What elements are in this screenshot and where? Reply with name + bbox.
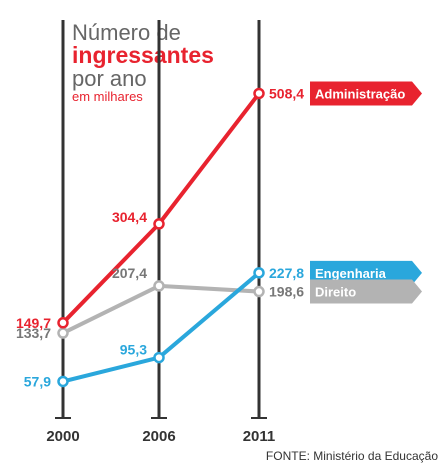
legend-tag — [310, 81, 422, 106]
data-label: 198,6 — [269, 284, 304, 300]
legend-tag — [310, 260, 422, 285]
chart-title-line1: Número de — [72, 20, 181, 45]
chart-subtitle: em milhares — [72, 89, 143, 104]
x-tick-label: 2006 — [142, 428, 175, 445]
data-point — [253, 87, 265, 100]
series-lines — [61, 92, 261, 384]
data-label: 207,4 — [112, 265, 147, 281]
chart-title-line3: por ano — [72, 66, 147, 91]
legend: Administração Engenharia Direito — [310, 81, 422, 304]
legend-label: Engenharia — [315, 266, 387, 281]
x-axis-ticks: 2000 2006 2011 — [46, 428, 275, 445]
data-label: 508,4 — [269, 85, 304, 101]
data-label: 227,8 — [269, 265, 304, 281]
data-point — [153, 218, 165, 230]
data-label: 304,4 — [112, 209, 147, 225]
data-point — [153, 280, 165, 292]
data-point — [253, 285, 265, 298]
data-point — [57, 327, 69, 339]
data-label: 95,3 — [120, 342, 147, 358]
data-label: 149,7 — [16, 315, 51, 331]
chart-title-line2: ingressantes — [72, 42, 214, 68]
x-tick-label: 2000 — [46, 428, 79, 445]
legend-tag — [310, 279, 422, 304]
data-label: 133,7 — [16, 325, 51, 341]
legend-label: Direito — [315, 285, 356, 300]
data-point — [57, 375, 69, 388]
x-tick-label: 2011 — [243, 428, 276, 445]
series-points — [57, 87, 265, 388]
data-labels: 149,7 304,4 508,4 57,9 95,3 227,8 133,7 207,4 19… — [16, 85, 304, 389]
source-note: FONTE: Ministério da Educação — [266, 449, 438, 463]
legend-label: Administração — [315, 86, 405, 101]
data-point — [57, 317, 69, 329]
data-label: 57,9 — [24, 373, 51, 389]
data-point — [253, 267, 265, 279]
data-point — [153, 351, 165, 364]
